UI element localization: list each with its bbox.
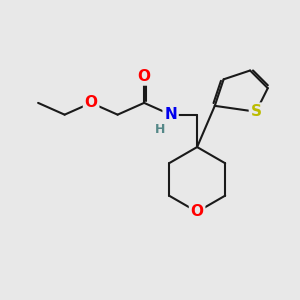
Text: O: O <box>190 204 204 219</box>
Text: N: N <box>164 107 177 122</box>
Text: O: O <box>138 69 151 84</box>
Text: H: H <box>155 123 166 136</box>
Text: O: O <box>85 95 98 110</box>
Text: S: S <box>250 104 262 119</box>
